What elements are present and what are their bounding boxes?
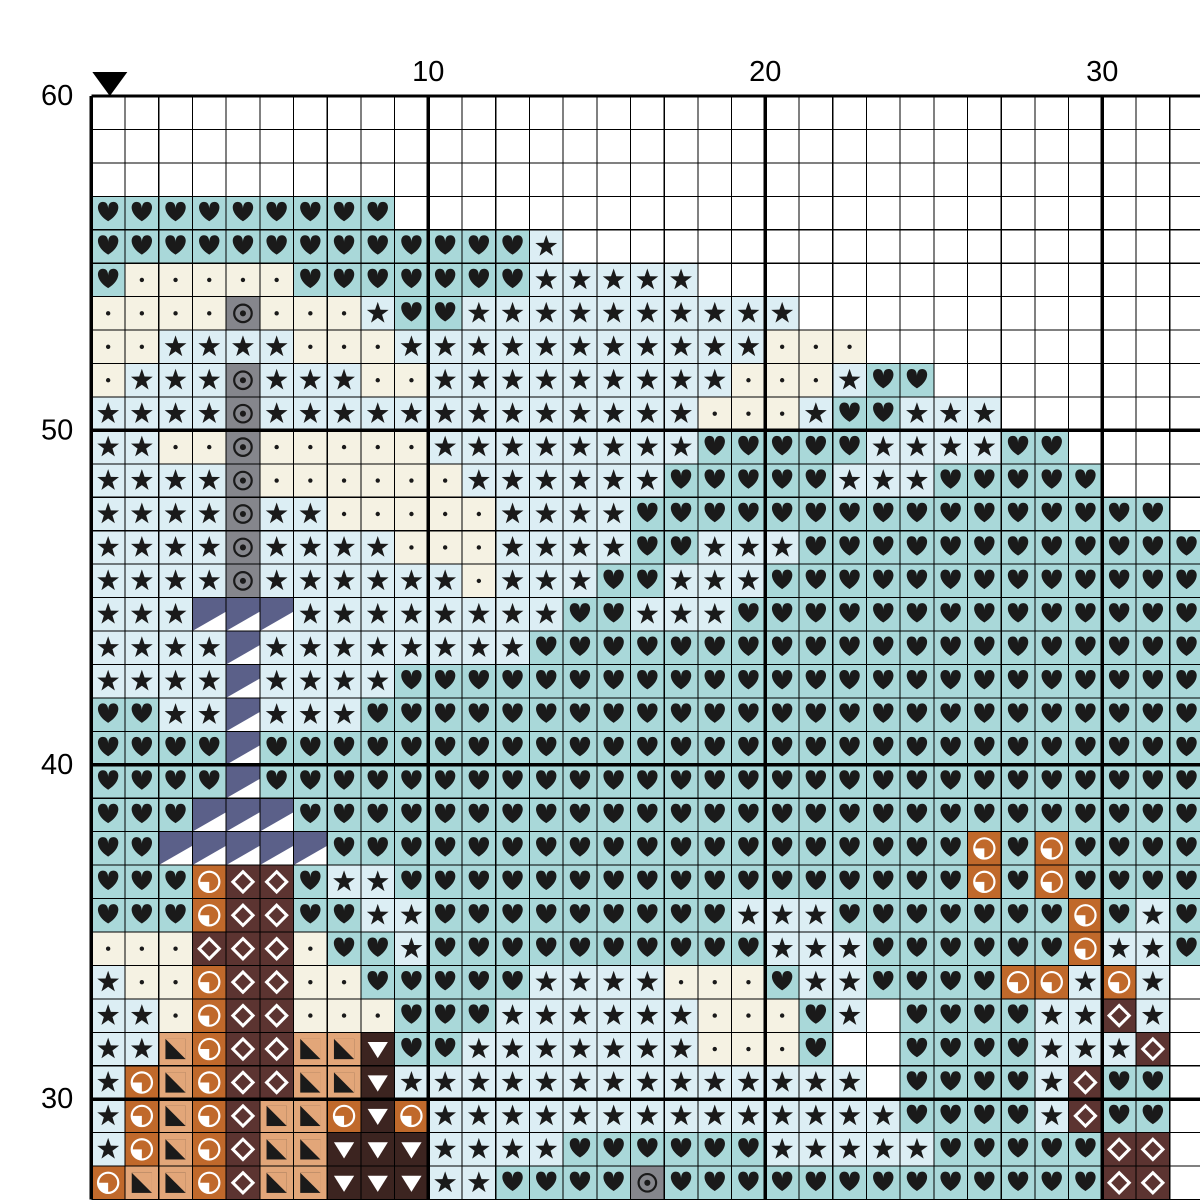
svg-text:40: 40 xyxy=(41,749,73,781)
svg-text:50: 50 xyxy=(41,414,73,446)
svg-text:20: 20 xyxy=(749,56,781,88)
svg-text:60: 60 xyxy=(41,80,73,112)
svg-text:30: 30 xyxy=(41,1083,73,1115)
svg-text:30: 30 xyxy=(1086,56,1118,88)
svg-text:10: 10 xyxy=(412,56,444,88)
